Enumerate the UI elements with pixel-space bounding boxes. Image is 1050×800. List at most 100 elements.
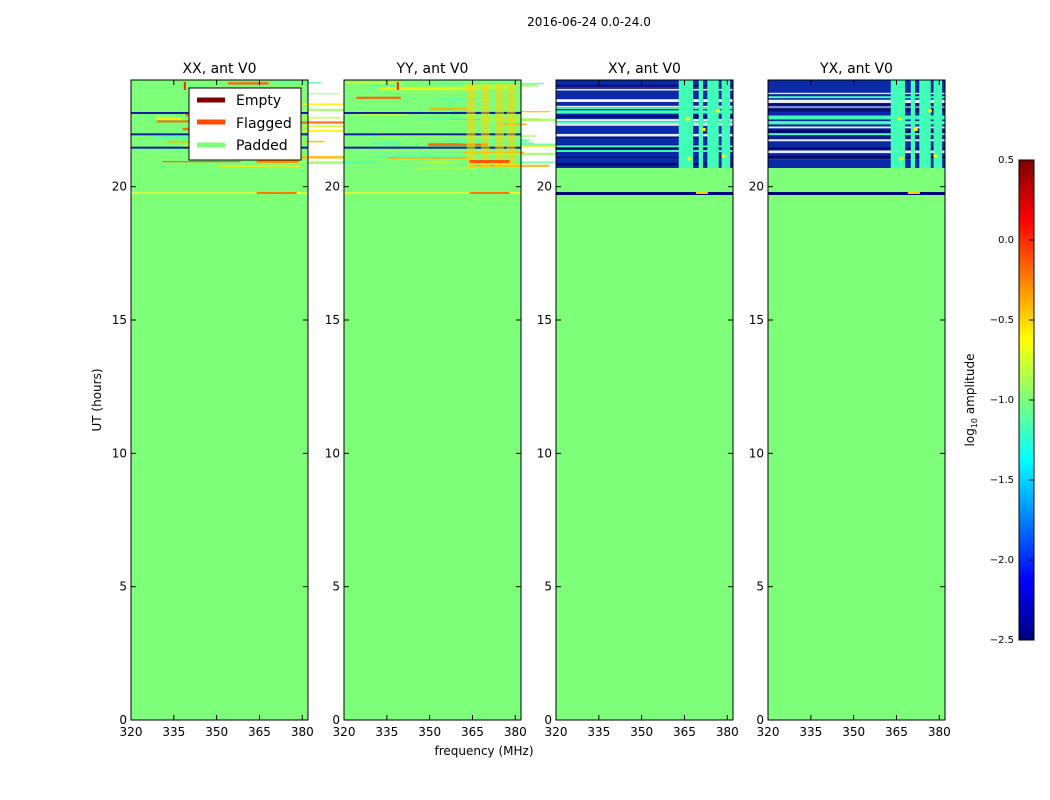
x-tick-label: 380 <box>716 725 739 739</box>
colorbar-label-sub: 10 <box>970 418 979 428</box>
x-tick-label: 350 <box>630 725 653 739</box>
x-tick-label: 335 <box>587 725 610 739</box>
dropout-line <box>768 192 945 195</box>
rfi-streak <box>360 151 464 154</box>
legend-label-flagged: Flagged <box>236 116 292 132</box>
x-tick-label: 350 <box>418 725 441 739</box>
rfi-streak <box>412 166 477 170</box>
y-tick-label: 10 <box>749 446 764 460</box>
rfi-streak <box>162 160 241 163</box>
flag-stripe <box>768 131 945 135</box>
x-tick-label: 320 <box>757 725 780 739</box>
colorbar-tick-label: −2.5 <box>990 635 1014 646</box>
rfi-band <box>481 84 490 168</box>
flag-stripe <box>556 84 733 87</box>
y-tick-label: 5 <box>119 580 127 594</box>
rfi-spot <box>899 157 904 161</box>
rfi-streak <box>269 161 371 165</box>
cross-stripe <box>768 121 945 124</box>
rfi-streak <box>487 152 590 156</box>
flag-stripe <box>556 162 733 166</box>
dropout-highlight <box>469 192 510 194</box>
colorbar-tick-label: −0.5 <box>990 315 1014 326</box>
cross-stripe <box>556 145 733 148</box>
rfi-streak <box>447 102 507 104</box>
rfi-spot <box>927 109 932 113</box>
flag-stripe <box>768 107 945 110</box>
rfi-streak <box>155 116 183 120</box>
x-tick-label: 335 <box>799 725 822 739</box>
rfi-spike <box>183 82 186 90</box>
x-tick-label: 365 <box>885 725 908 739</box>
cross-stripe <box>768 96 945 99</box>
rfi-spot <box>685 117 690 121</box>
rfi-band <box>466 84 476 168</box>
rfi-streak <box>344 161 377 163</box>
x-tick-label: 350 <box>205 725 228 739</box>
x-tick-label: 335 <box>162 725 185 739</box>
y-tick-label: 10 <box>537 446 552 460</box>
figure-suptitle: 2016-06-24 0.0-24.0 <box>527 15 651 29</box>
rfi-streak <box>266 121 344 124</box>
y-tick-label: 0 <box>119 713 127 727</box>
rfi-streak <box>493 143 564 146</box>
y-tick-label: 15 <box>749 313 764 327</box>
rfi-streak <box>436 98 478 101</box>
rfi-spot <box>897 117 902 121</box>
x-tick-label: 365 <box>673 725 696 739</box>
flag-stripe <box>768 136 945 140</box>
x-tick-label: 320 <box>120 725 143 739</box>
y-tick-label: 5 <box>332 580 340 594</box>
cross-stripe <box>768 115 945 118</box>
panel-title: XX, ant V0 <box>183 61 257 77</box>
rfi-streak <box>252 129 358 132</box>
rfi-streak <box>380 87 473 91</box>
panel-3: XY, ant V0 320 335 350 365 380 0 5 10 15 20 <box>537 61 739 739</box>
rfi-band <box>698 80 704 168</box>
colorbar: 0.5 0.0 −0.5 −1.0 −1.5 −2.0 −2.5 log10 amplitu… <box>963 155 1035 646</box>
rfi-streak <box>153 136 215 139</box>
legend-label-empty: Empty <box>236 93 281 109</box>
rfi-spot <box>721 154 726 158</box>
panel-background <box>556 80 733 720</box>
dropout-line <box>344 192 521 194</box>
flag-stripe <box>556 146 733 149</box>
flag-stripe <box>556 133 733 137</box>
dropout-highlight <box>907 192 920 194</box>
y-tick-label: 20 <box>325 180 340 194</box>
colorbar-tick-label: −2.0 <box>990 555 1014 566</box>
dropout-highlight <box>695 192 708 194</box>
flag-stripe <box>556 119 733 122</box>
rfi-band <box>890 80 906 168</box>
rfi-spot <box>913 128 918 131</box>
x-tick-label: 380 <box>291 725 314 739</box>
cross-stripe <box>556 121 733 124</box>
colorbar-tick-label: −1.5 <box>990 475 1014 486</box>
flag-stripe <box>556 86 733 88</box>
rfi-band <box>495 84 504 168</box>
dropout-line <box>131 192 308 194</box>
panel-title: XY, ant V0 <box>608 61 681 77</box>
rfi-streak <box>219 165 301 167</box>
rfi-streak <box>439 82 545 85</box>
colorbar-ticks: 0.5 0.0 −0.5 −1.0 −1.5 −2.0 −2.5 <box>990 155 1034 646</box>
flag-stripe <box>556 105 733 108</box>
panel-frame <box>555 79 734 721</box>
dropout-highlight <box>256 192 297 194</box>
rfi-streak <box>422 117 487 120</box>
rfi-spot <box>687 157 692 161</box>
panel-background <box>768 80 945 720</box>
flag-stripe <box>556 122 733 125</box>
colorbar-tick-label: −1.0 <box>990 395 1014 406</box>
x-tick-label: 365 <box>248 725 271 739</box>
x-tick-label: 335 <box>375 725 398 739</box>
dropout-line <box>556 192 733 195</box>
panel-frame <box>130 79 309 721</box>
flag-stripe <box>768 150 945 154</box>
panel-background <box>131 80 308 720</box>
y-tick-label: 20 <box>537 180 552 194</box>
colorbar-label-prefix: log <box>963 428 977 446</box>
rfi-streak <box>371 142 403 145</box>
